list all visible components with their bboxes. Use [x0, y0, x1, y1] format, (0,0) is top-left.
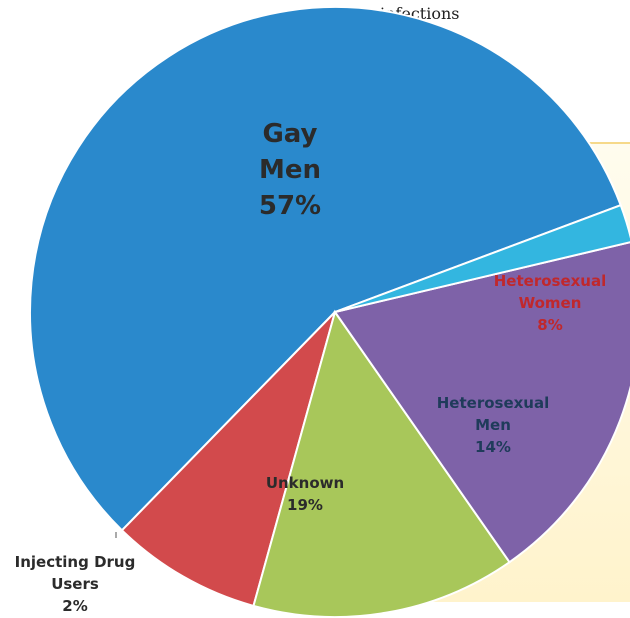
slice-label-heterosexual-women-line-3: 8%: [537, 316, 562, 334]
pie-slice-heterosexual-men: [252, 309, 511, 618]
pie-slice-gay-men: [29, 6, 622, 532]
pie-slice-unknown: [333, 241, 630, 564]
slice-label-injecting-drug-users-line-2: Users: [51, 575, 99, 593]
slice-label-heterosexual-women-line-2: Women: [519, 294, 582, 312]
slice-label-injecting-drug-users-line-3: 2%: [62, 597, 87, 615]
slice-label-unknown-line-2: 19%: [287, 496, 323, 514]
slice-label-injecting-drug-users-line-1: Injecting Drug: [15, 553, 136, 571]
pie-slices: [29, 6, 630, 618]
pie-slice-injecting-drug-users: [334, 203, 630, 313]
slice-label-gay-men-line-1: Gay: [262, 119, 317, 149]
slice-label-unknown-line-1: Unknown: [266, 474, 344, 492]
slice-label-gay-men-line-3: 57%: [259, 191, 321, 221]
slice-label-heterosexual-men-line-1: Heterosexual: [437, 394, 550, 412]
slice-label-gay-men-line-2: Men: [259, 155, 321, 185]
pie-labels: Gay Men 57% Heterosexual Women 8% Heterosexual…: [15, 119, 607, 615]
slice-label-heterosexual-men-line-3: 14%: [475, 438, 511, 456]
pie-slice-heterosexual-women: [120, 311, 336, 608]
slice-label-heterosexual-men-line-2: Men: [475, 416, 511, 434]
slice-label-heterosexual-women-line-1: Heterosexual: [494, 272, 607, 290]
